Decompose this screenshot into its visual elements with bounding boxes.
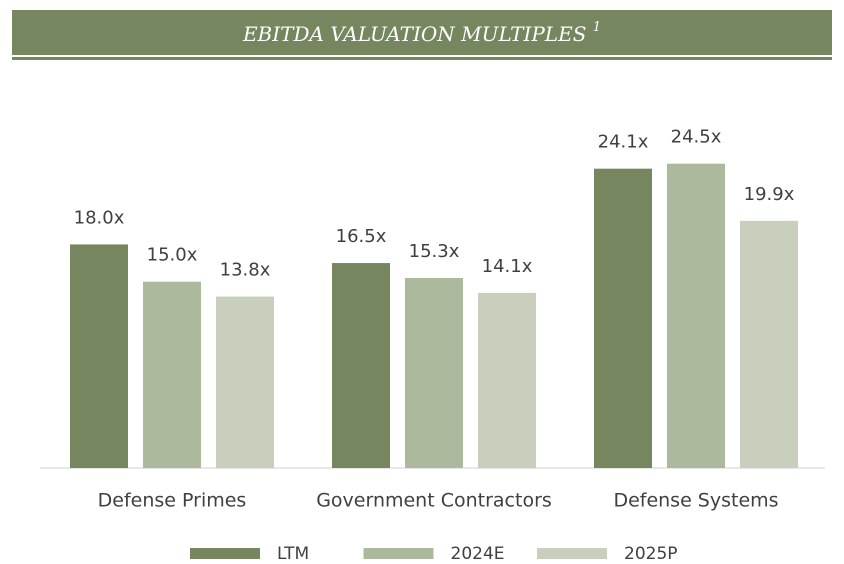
legend-swatch [363,548,434,559]
data-label: 24.1x [598,132,649,153]
data-label: 15.3x [409,241,460,262]
legend-label: LTM [277,544,309,564]
x-tick-label: Defense Systems [613,490,778,512]
data-label: 18.0x [74,207,125,228]
bar [478,292,536,468]
bar [740,220,798,468]
title-text: EBITDA VALUATION MULTIPLES [242,22,586,46]
chart-title: EBITDA VALUATION MULTIPLES 1 [242,20,601,46]
legend-label: 2024E [451,544,505,564]
bar [70,244,128,468]
data-label: 24.5x [671,127,722,148]
bar [143,281,201,468]
legend-swatch [190,548,260,559]
x-tick-label: Government Contractors [316,490,552,512]
bar [216,296,274,468]
title-underline [12,57,832,60]
title-note: 1 [593,20,601,35]
data-label: 14.1x [482,256,533,277]
legend-swatch [537,548,607,559]
title-bar [12,10,832,55]
data-label: 16.5x [336,226,387,247]
bar [332,263,390,468]
bar [667,163,725,468]
legend-label: 2025P [624,544,678,564]
data-label: 15.0x [147,245,198,266]
bar [594,168,652,469]
bar [405,277,463,468]
data-label: 19.9x [744,184,795,205]
x-tick-label: Defense Primes [98,490,247,512]
data-label: 13.8x [220,260,271,281]
